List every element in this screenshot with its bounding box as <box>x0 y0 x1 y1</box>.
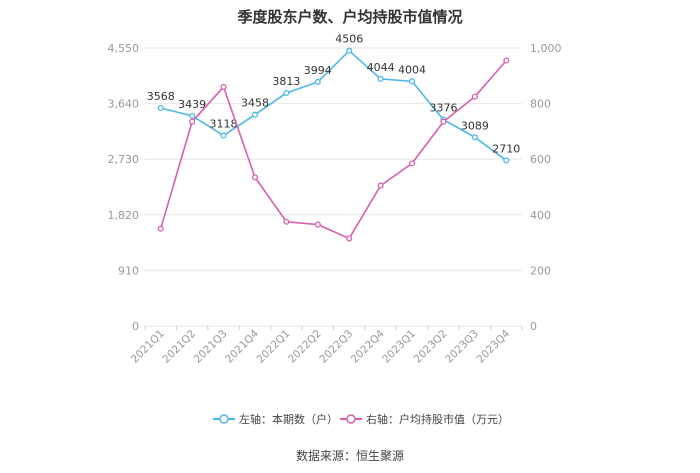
data-point-left <box>346 47 353 54</box>
data-point-right <box>283 218 290 225</box>
left-axis-tick-label: 2,730 <box>108 153 140 166</box>
x-axis-tick-label: 2023Q1 <box>380 328 418 366</box>
legend-item-right-series[interactable]: 右轴：户均持股市值（万元） <box>340 410 509 428</box>
data-label: 4004 <box>398 63 426 76</box>
chart-title: 季度股东户数、户均持股市值情况 <box>237 8 463 26</box>
legend-line-marker-icon <box>340 414 362 424</box>
data-point-right <box>251 174 259 181</box>
legend-label-left-series: 左轴：本期数（户） <box>239 413 338 426</box>
legend-item-left-series[interactable]: 左轴：本期数（户） <box>213 410 338 428</box>
data-point-right <box>314 221 321 228</box>
data-label: 4506 <box>335 33 363 46</box>
x-axis-tick-label: 2021Q1 <box>129 328 167 366</box>
x-axis-tick-label: 2021Q2 <box>160 328 198 366</box>
data-label: 3376 <box>429 102 457 115</box>
data-point-left <box>471 134 478 141</box>
x-axis-tick-label: 2023Q2 <box>412 328 450 366</box>
data-label: 2710 <box>492 142 520 155</box>
right-axis-tick-label: 0 <box>530 320 537 333</box>
x-axis-tick-label: 2021Q4 <box>223 327 261 365</box>
data-point-right <box>346 235 353 242</box>
data-point-right <box>157 225 164 232</box>
data-label: 3994 <box>304 64 332 77</box>
series-line-right <box>159 59 507 240</box>
data-point-left <box>189 112 196 119</box>
legend-line-marker-icon <box>213 414 235 424</box>
left-axis-tick-label: 3,640 <box>108 98 140 111</box>
right-axis-tick-label: 600 <box>530 153 551 166</box>
data-label: 4044 <box>367 61 395 74</box>
x-axis-tick-label: 2022Q3 <box>317 328 355 366</box>
x-axis-tick-label: 2022Q2 <box>286 328 324 366</box>
data-label: 3813 <box>272 75 300 88</box>
x-axis-tick-label: 2023Q3 <box>443 328 481 366</box>
data-label: 3458 <box>241 97 269 110</box>
data-point-left <box>283 89 290 97</box>
data-point-left <box>157 104 164 112</box>
data-point-left <box>314 78 321 86</box>
data-point-right <box>440 118 447 125</box>
data-point-left <box>220 132 227 139</box>
x-axis-tick-label: 2022Q4 <box>349 327 387 365</box>
x-axis-tick-label: 2023Q4 <box>474 327 512 365</box>
right-axis-tick-label: 800 <box>530 98 551 111</box>
left-axis-tick-label: 0 <box>132 320 139 333</box>
data-point-right <box>377 182 384 189</box>
data-label: 3568 <box>147 90 175 103</box>
data-point-right <box>408 160 416 167</box>
data-label: 3118 <box>210 117 238 130</box>
x-axis-tick-label: 2021Q3 <box>192 328 230 366</box>
right-axis-tick-label: 200 <box>530 264 551 277</box>
legend: 左轴：本期数（户） 右轴：户均持股市值（万元） <box>0 410 700 428</box>
data-point-left <box>503 157 510 164</box>
left-axis-tick-label: 910 <box>118 264 139 277</box>
right-axis-tick-label: 1,000 <box>530 42 562 55</box>
data-source: 数据来源：恒生聚源 <box>295 449 404 463</box>
data-point-left <box>408 78 416 85</box>
x-axis-tick-label: 2022Q1 <box>255 328 293 366</box>
left-axis-tick-label: 1,820 <box>108 209 140 222</box>
left-axis-tick-label: 4,550 <box>108 42 140 55</box>
data-label: 3439 <box>178 98 206 111</box>
data-point-left <box>251 111 259 118</box>
data-point-right <box>503 57 510 64</box>
data-label: 3089 <box>461 119 489 132</box>
data-point-right <box>189 118 196 125</box>
right-axis-tick-label: 400 <box>530 209 551 222</box>
data-point-right <box>471 93 478 100</box>
series-line-left <box>160 49 507 162</box>
legend-label-right-series: 右轴：户均持股市值（万元） <box>366 413 509 426</box>
data-point-left <box>377 75 384 82</box>
data-point-right <box>220 83 227 90</box>
